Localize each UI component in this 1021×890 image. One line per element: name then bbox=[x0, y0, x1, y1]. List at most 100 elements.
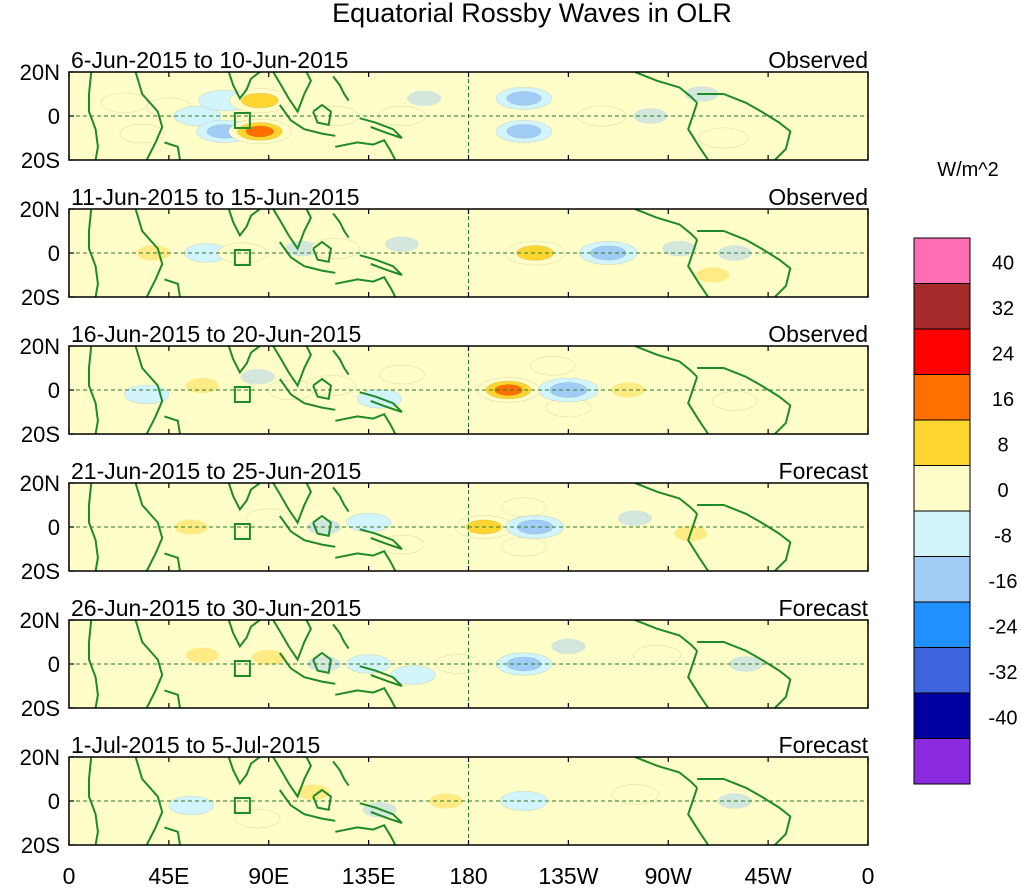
coastline bbox=[697, 93, 792, 160]
coastline bbox=[278, 789, 336, 822]
map-panel: 20N 0 20S 6-Jun-2015 to 10-Jun-2015 Observed bbox=[20, 47, 869, 173]
colorbar-swatch bbox=[913, 237, 971, 284]
x-tick-label: 45E bbox=[148, 863, 189, 889]
map-panel: 20N 0 20S 1-Jul-2015 to 5-Jul-2015 Forecast bbox=[20, 732, 869, 858]
x-tick-label: 45W bbox=[744, 863, 792, 889]
coastline bbox=[272, 72, 313, 114]
anomaly-contour bbox=[168, 795, 214, 816]
anomaly-contour bbox=[296, 784, 330, 800]
panel-date-range: 26-Jun-2015 to 30-Jun-2015 bbox=[71, 595, 361, 621]
anomaly-contour bbox=[633, 645, 681, 666]
coastline bbox=[697, 641, 792, 708]
colorbar-swatch bbox=[913, 283, 971, 330]
x-axis: 0 45E 90E 135E 180 135W 90W 45W 0 bbox=[63, 863, 875, 889]
panel-status: Forecast bbox=[779, 595, 869, 621]
coastline bbox=[697, 230, 792, 297]
colorbar-level-label: -8 bbox=[994, 526, 1012, 548]
y-tick-label: 20S bbox=[21, 696, 60, 721]
coastline bbox=[332, 75, 350, 102]
coastline bbox=[687, 376, 710, 434]
panel-date-range: 21-Jun-2015 to 25-Jun-2015 bbox=[71, 458, 361, 484]
anomaly-contour bbox=[506, 91, 542, 106]
colorbar-level-label: -24 bbox=[989, 617, 1018, 639]
anomaly-contour bbox=[611, 784, 659, 805]
y-tick-label: 0 bbox=[48, 378, 60, 403]
x-tick-label: 135E bbox=[342, 863, 396, 889]
x-tick-label: 135W bbox=[538, 863, 598, 889]
y-tick-label: 0 bbox=[48, 789, 60, 814]
coastline bbox=[164, 826, 181, 845]
coastline bbox=[164, 141, 181, 160]
anomaly-contour bbox=[551, 638, 586, 655]
coastline bbox=[278, 652, 336, 685]
coastline bbox=[272, 620, 313, 662]
panel-date-range: 16-Jun-2015 to 20-Jun-2015 bbox=[71, 321, 361, 347]
coastline bbox=[634, 209, 698, 241]
anomaly-contour bbox=[310, 238, 361, 260]
coastline bbox=[278, 378, 336, 411]
coastline bbox=[88, 620, 99, 708]
anomaly-contour bbox=[662, 240, 697, 257]
coastline bbox=[687, 787, 710, 845]
region-box bbox=[233, 523, 251, 540]
coastline bbox=[278, 241, 336, 274]
colorbar-level-label: 24 bbox=[992, 344, 1014, 366]
anomaly-contour bbox=[506, 124, 542, 139]
coastline bbox=[227, 620, 261, 649]
coastline bbox=[88, 209, 99, 297]
map-panel: 20N 0 20S 26-Jun-2015 to 30-Jun-2015 Forecas… bbox=[20, 595, 869, 721]
coastline bbox=[335, 412, 397, 434]
x-tick-label: 180 bbox=[449, 863, 487, 889]
coastline bbox=[634, 72, 698, 104]
y-tick-label: 0 bbox=[48, 104, 60, 129]
coastline bbox=[134, 483, 164, 571]
panel-status: Observed bbox=[768, 184, 868, 210]
coastline bbox=[164, 689, 181, 708]
chart-title: Equatorial Rossby Waves in OLR bbox=[332, 0, 732, 28]
coastline bbox=[335, 275, 397, 297]
coastline bbox=[134, 620, 164, 708]
region-box bbox=[233, 386, 251, 403]
coastline bbox=[134, 72, 164, 160]
y-tick-label: 20N bbox=[20, 197, 60, 222]
coastline bbox=[697, 367, 792, 434]
coastline bbox=[332, 486, 350, 513]
map-panels: 20N 0 20S 6-Jun-2015 to 10-Jun-2015 Observed… bbox=[20, 47, 869, 858]
anomaly-contour bbox=[407, 90, 442, 107]
anomaly-contour bbox=[241, 92, 279, 109]
colorbar-level-label: -40 bbox=[989, 708, 1018, 730]
coastline bbox=[312, 788, 332, 811]
anomaly-contour bbox=[185, 647, 219, 663]
region-box bbox=[233, 112, 251, 129]
coastline bbox=[88, 72, 99, 160]
anomaly-contour bbox=[728, 656, 763, 672]
coastline bbox=[687, 513, 710, 571]
coastline bbox=[697, 504, 792, 571]
y-tick-label: 20S bbox=[21, 285, 60, 310]
anomaly-contour bbox=[712, 391, 758, 411]
anomaly-contour bbox=[390, 665, 436, 685]
region-box bbox=[233, 797, 251, 814]
anomaly-contour bbox=[698, 127, 749, 149]
coastline bbox=[359, 802, 403, 824]
coastline bbox=[164, 278, 181, 297]
y-tick-label: 20N bbox=[20, 745, 60, 770]
coastline bbox=[359, 665, 403, 687]
y-tick-label: 20N bbox=[20, 608, 60, 633]
colorbar-swatch bbox=[913, 556, 971, 603]
coastline bbox=[134, 757, 164, 845]
anomaly-contour bbox=[501, 497, 547, 517]
colorbar-swatch bbox=[913, 692, 971, 739]
anomaly-contour bbox=[530, 356, 576, 376]
coastline bbox=[272, 209, 313, 251]
anomaly-contour bbox=[429, 793, 463, 809]
coastline bbox=[312, 377, 332, 400]
y-tick-label: 0 bbox=[48, 241, 60, 266]
panel-status: Forecast bbox=[779, 732, 869, 758]
colorbar-swatch bbox=[913, 465, 971, 512]
anomaly-contour bbox=[185, 378, 219, 394]
panel-status: Observed bbox=[768, 47, 868, 73]
coastline bbox=[359, 391, 403, 413]
x-tick-label: 90W bbox=[645, 863, 693, 889]
coastline bbox=[164, 415, 181, 434]
